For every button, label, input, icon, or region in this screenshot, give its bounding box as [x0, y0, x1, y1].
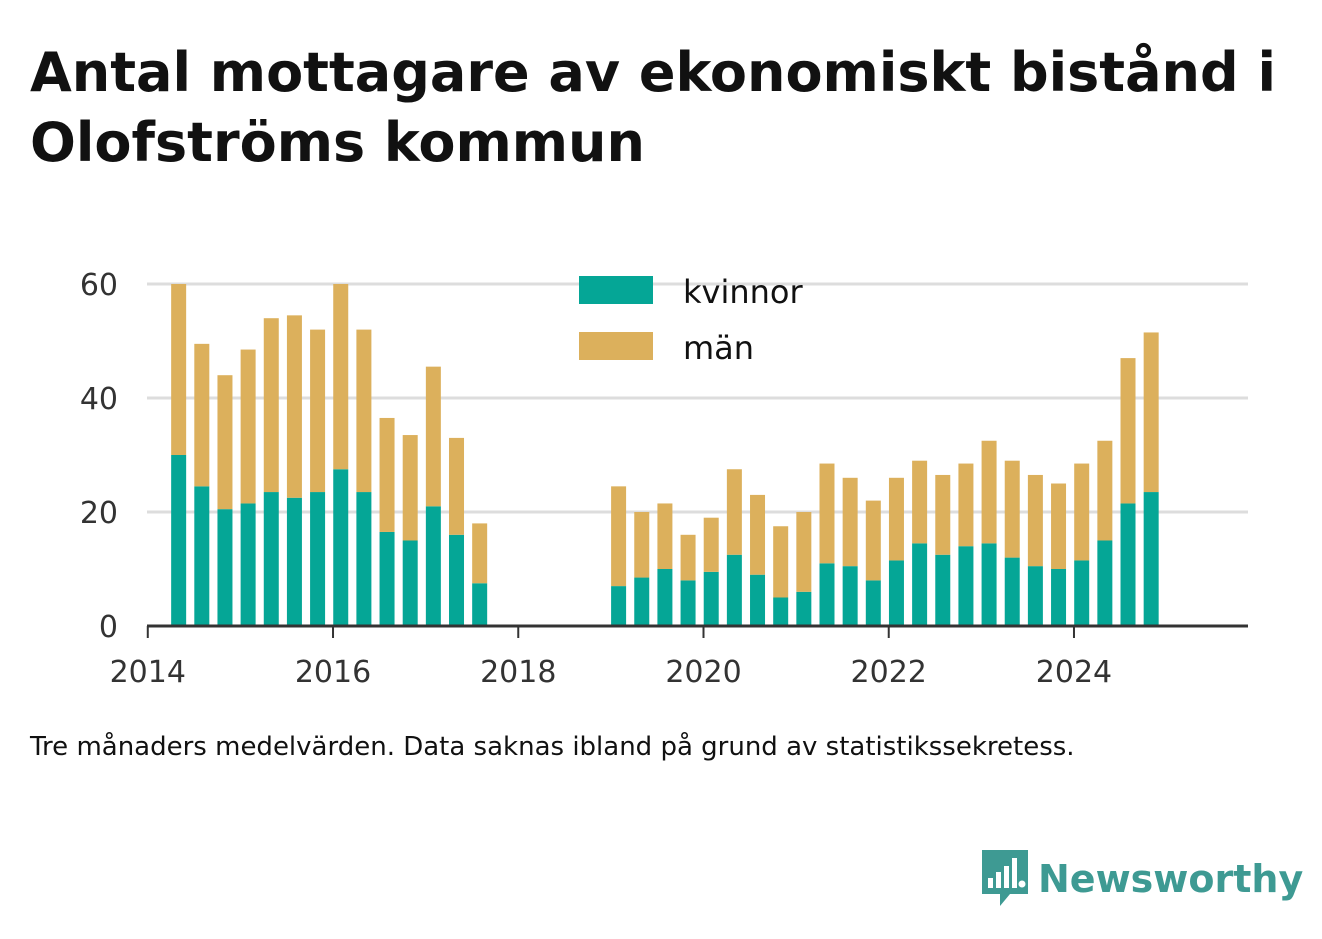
bar-kvinnor: [425, 506, 441, 626]
bars: [171, 284, 1159, 626]
bar-kvinnor: [402, 540, 418, 626]
bar-man: [379, 417, 395, 532]
bar-kvinnor: [657, 569, 673, 626]
bar-kvinnor: [286, 497, 302, 626]
bar-man: [796, 512, 812, 592]
legend-label-kvinnor: kvinnor: [683, 273, 804, 311]
bar-kvinnor: [217, 509, 233, 626]
bar-kvinnor: [865, 580, 881, 626]
bar-kvinnor: [958, 546, 974, 626]
bar-man: [194, 343, 210, 487]
bar-man: [1143, 332, 1159, 493]
bar-man: [310, 329, 326, 493]
bar-kvinnor: [1143, 492, 1159, 626]
bar-kvinnor: [935, 554, 951, 626]
bar-man: [657, 503, 673, 569]
brand-name: Newsworthy: [1038, 857, 1304, 901]
bar-kvinnor: [379, 531, 395, 626]
bar-man: [888, 477, 904, 561]
bar-man: [611, 486, 627, 587]
bar-man: [680, 534, 696, 581]
bar-kvinnor: [263, 492, 279, 626]
bar-man: [842, 477, 858, 567]
bar-man: [240, 349, 256, 504]
bar-kvinnor: [1120, 503, 1136, 626]
bar-kvinnor: [981, 543, 997, 626]
bar-kvinnor: [888, 560, 904, 626]
bar-man: [819, 463, 835, 564]
bar-kvinnor: [842, 566, 858, 626]
bar-kvinnor: [310, 492, 326, 626]
bar-man: [402, 435, 418, 541]
bar-kvinnor: [773, 597, 789, 626]
bar-kvinnor: [703, 571, 719, 626]
y-tick-label: 20: [80, 496, 118, 531]
x-tick-label: 2024: [1036, 655, 1112, 690]
x-tick-label: 2018: [480, 655, 556, 690]
bar-man: [773, 526, 789, 598]
bar-kvinnor: [1051, 569, 1067, 626]
bar-man: [865, 500, 881, 581]
bar-kvinnor: [634, 577, 650, 626]
bar-kvinnor: [912, 543, 928, 626]
x-tick-label: 2014: [110, 655, 186, 690]
legend: kvinnor män: [579, 273, 804, 367]
bar-kvinnor: [1004, 557, 1020, 626]
bar-man: [263, 318, 279, 493]
brand-logo[interactable]: Newsworthy: [980, 848, 1303, 910]
bar-man: [1051, 483, 1067, 569]
bar-man: [912, 460, 928, 544]
bar-man: [981, 440, 997, 544]
legend-label-man: män: [683, 329, 754, 367]
bar-kvinnor: [333, 469, 349, 626]
bar-kvinnor: [1027, 566, 1043, 626]
bar-man: [1004, 460, 1020, 558]
y-tick-label: 40: [80, 382, 118, 417]
footnote: Tre månaders medelvärden. Data saknas ib…: [30, 732, 1075, 762]
bar-kvinnor: [240, 503, 256, 626]
bar-kvinnor: [726, 554, 742, 626]
bar-kvinnor: [1074, 560, 1090, 626]
bar-man: [726, 469, 742, 555]
bar-kvinnor: [680, 580, 696, 626]
x-tick-label: 2016: [295, 655, 371, 690]
x-tick-label: 2020: [665, 655, 741, 690]
bar-man: [634, 512, 650, 578]
bar-man: [356, 329, 372, 493]
chart-title: Antal mottagare av ekonomiskt bistånd i …: [30, 41, 1276, 174]
legend-swatch-kvinnor: [579, 276, 653, 304]
bar-man: [1097, 440, 1113, 541]
bar-man: [425, 366, 441, 507]
bar-man: [449, 437, 465, 535]
bar-man: [1074, 463, 1090, 561]
bar-kvinnor: [194, 486, 210, 626]
bar-man: [750, 494, 766, 575]
bar-man: [958, 463, 974, 547]
bar-man: [286, 315, 302, 498]
bar-man: [935, 474, 951, 555]
y-tick-label: 60: [80, 268, 118, 303]
bar-man: [333, 284, 349, 470]
bar-kvinnor: [796, 591, 812, 626]
bar-man: [217, 375, 233, 510]
bar-man: [1120, 358, 1136, 504]
x-tick-label: 2022: [851, 655, 927, 690]
bar-kvinnor: [750, 574, 766, 626]
axes: 0 20 40 60 2014 2016 2018 2020 2022 2024: [80, 268, 1248, 690]
bar-kvinnor: [819, 563, 835, 626]
bar-man: [1027, 474, 1043, 567]
bar-kvinnor: [356, 492, 372, 626]
bar-kvinnor: [1097, 540, 1113, 626]
bar-man: [171, 284, 187, 455]
bar-man: [703, 517, 719, 572]
legend-swatch-man: [579, 332, 653, 360]
bar-kvinnor: [449, 534, 465, 626]
y-tick-label: 0: [99, 610, 118, 645]
bar-kvinnor: [472, 583, 488, 626]
bar-kvinnor: [171, 455, 187, 626]
newsworthy-logo-icon: [982, 850, 1028, 906]
bar-kvinnor: [611, 586, 627, 626]
bar-man: [472, 523, 488, 584]
